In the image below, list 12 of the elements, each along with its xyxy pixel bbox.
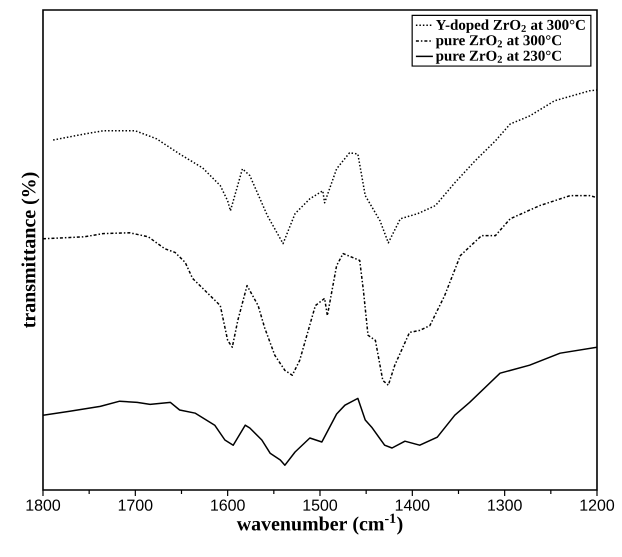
legend-label: Y-doped ZrO$_{2}$ at 300°C	[436, 19, 585, 33]
x-axis-title: wavenumber (cm$^{-1}$)	[236, 514, 402, 535]
legend-label: pure ZrO$_{2}$ at 230°C	[436, 50, 561, 64]
x-tick-label: 1500	[303, 500, 338, 511]
x-tick-label: 1600	[211, 500, 245, 511]
legend-label: pure ZrO$_{2}$ at 300°C	[436, 35, 561, 48]
x-tick-label: 1800	[26, 500, 60, 511]
x-tick-label: 1200	[580, 500, 614, 511]
x-tick-label: 1400	[396, 500, 430, 511]
y-axis-title: transmittance (%)	[21, 172, 40, 328]
x-tick-label: 1300	[488, 500, 522, 511]
x-tick-label: 1700	[118, 500, 152, 511]
